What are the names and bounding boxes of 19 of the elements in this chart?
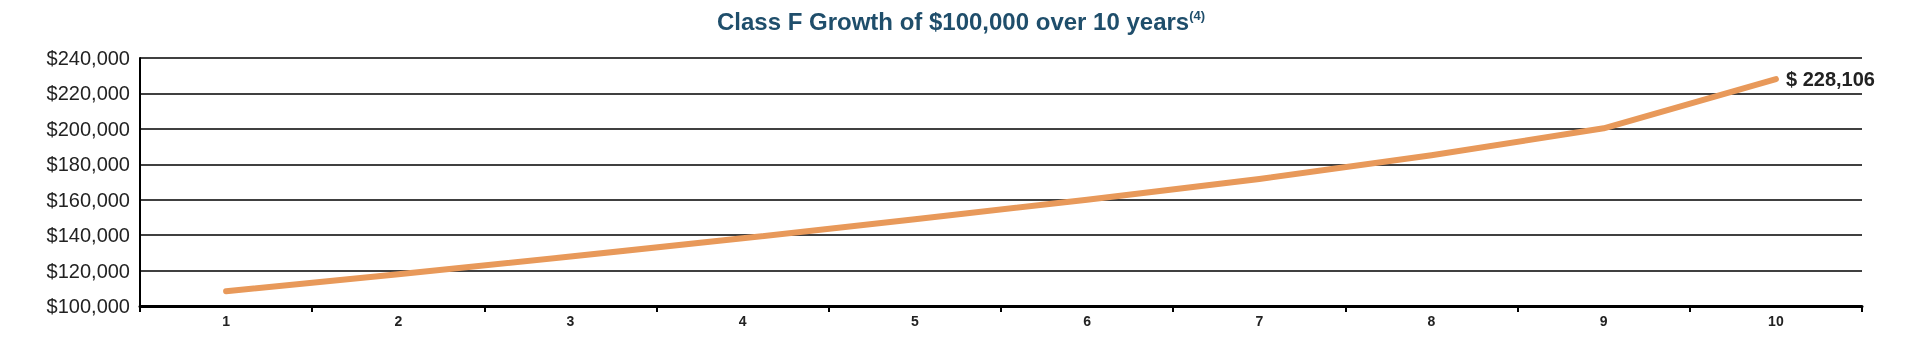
x-tick-label: 5 xyxy=(911,313,919,329)
y-tick-label: $140,000 xyxy=(46,224,130,247)
y-tick-label: $200,000 xyxy=(46,117,130,140)
x-tick-label: 1 xyxy=(222,313,231,329)
y-tick-label: $240,000 xyxy=(46,47,130,69)
x-tick-label: 9 xyxy=(1599,313,1608,329)
x-tick-label: 4 xyxy=(738,313,747,329)
x-tick-label: 10 xyxy=(1768,313,1784,329)
x-tick-label: 7 xyxy=(1255,313,1264,329)
y-tick-label: $160,000 xyxy=(46,188,130,211)
y-tick-label: $100,000 xyxy=(46,295,130,317)
x-tick-label: 8 xyxy=(1427,313,1436,329)
x-tick-label: 3 xyxy=(566,313,575,329)
data-label: $ 228,106 xyxy=(1785,68,1875,91)
y-tick-label: $220,000 xyxy=(46,82,130,105)
y-tick-label: $180,000 xyxy=(46,153,130,176)
y-tick-label: $120,000 xyxy=(46,259,130,282)
x-tick-label: 2 xyxy=(394,313,403,329)
x-tick-label: 6 xyxy=(1083,313,1092,329)
